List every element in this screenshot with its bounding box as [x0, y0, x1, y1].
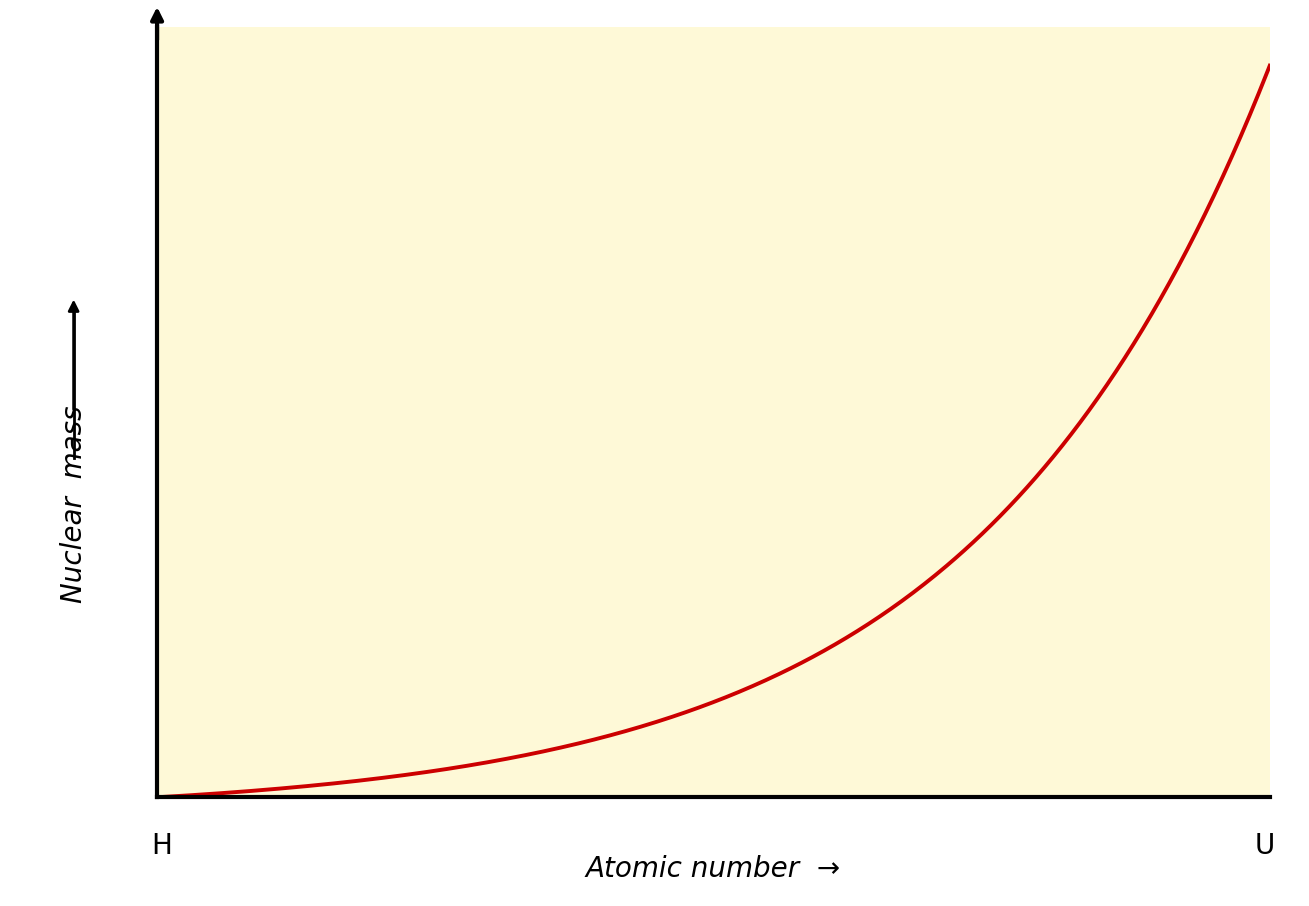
- Text: Atomic number  →: Atomic number →: [586, 855, 840, 883]
- Text: U: U: [1255, 832, 1275, 860]
- Text: Nuclear  mass: Nuclear mass: [60, 406, 88, 603]
- Text: H: H: [152, 832, 173, 860]
